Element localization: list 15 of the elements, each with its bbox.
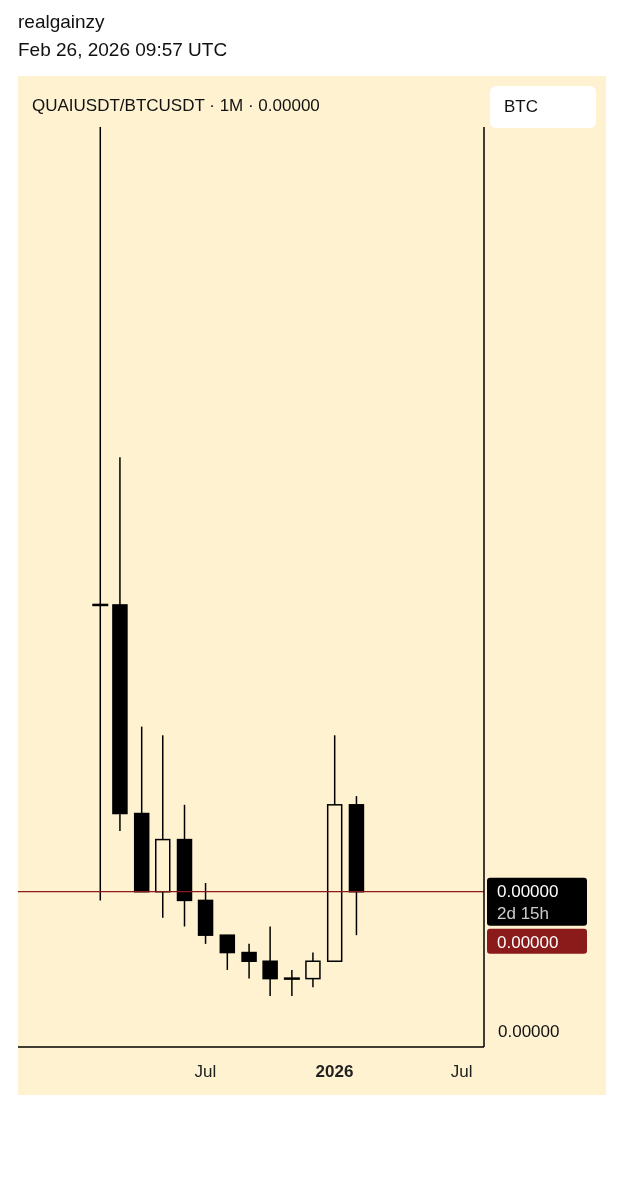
x-tick-label: Jul [450, 1062, 473, 1081]
x-tick-label: Jul [194, 1062, 217, 1081]
chart-title: QUAIUSDT/BTCUSDT · 1M · 0.00000 [32, 96, 320, 116]
text: realgainzy [18, 10, 106, 34]
text: 0.00000 [497, 881, 559, 901]
text: 0.00000 [497, 932, 559, 952]
text: Feb 26, 2026 09:57 UTC [18, 38, 229, 62]
candlestick [262, 925, 278, 996]
text: BTC [490, 86, 596, 128]
text: 2d 15h [497, 903, 549, 923]
text: 0.00000 [498, 1022, 560, 1042]
candlestick [241, 943, 257, 980]
x-tick-label: 2026 [315, 1062, 354, 1081]
candlestick [305, 951, 321, 989]
candlestick [219, 934, 236, 971]
